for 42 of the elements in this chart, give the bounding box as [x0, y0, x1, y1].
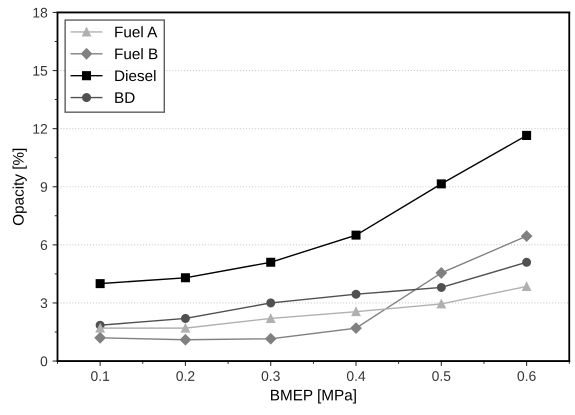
point — [180, 324, 190, 333]
point — [522, 282, 532, 292]
point — [266, 298, 276, 308]
point — [180, 273, 190, 282]
point — [265, 333, 276, 344]
y-tick-label: 18 — [33, 8, 48, 18]
point — [436, 299, 446, 308]
point — [521, 230, 532, 242]
y-tick-label: 3 — [40, 298, 48, 308]
y-tick-label: 0 — [40, 356, 48, 366]
legend-label: Diesel — [115, 70, 156, 82]
x-tick-label: 0.6 — [517, 371, 536, 381]
point — [96, 324, 105, 333]
legend-label: Fuel B — [115, 48, 158, 60]
x-tick-label: 0.5 — [432, 371, 450, 381]
point — [436, 267, 447, 279]
point — [352, 230, 361, 240]
point — [266, 314, 276, 323]
x-tick-label: 0.1 — [91, 371, 110, 381]
point — [522, 130, 532, 140]
point — [352, 307, 361, 316]
x-tick-label: 0.3 — [262, 371, 280, 381]
y-axis-title: Opacity [%] — [12, 148, 27, 226]
point — [436, 179, 446, 188]
point — [352, 290, 361, 299]
point — [94, 332, 106, 344]
y-tick-label: 12 — [33, 124, 48, 134]
y-tick-label: 9 — [40, 182, 48, 192]
x-tick-label: 0.2 — [176, 371, 194, 381]
y-tick-label: 15 — [33, 66, 48, 76]
point — [266, 258, 276, 267]
point — [522, 258, 532, 267]
point — [180, 334, 192, 346]
point — [436, 282, 446, 292]
point — [350, 322, 362, 334]
x-tick-label: 0.4 — [346, 371, 366, 381]
legend-label: BD — [115, 92, 135, 103]
y-tick-label: 6 — [40, 240, 48, 250]
point — [96, 279, 105, 288]
point — [180, 314, 190, 323]
legend-label: Fuel A — [115, 26, 158, 38]
x-axis-title: BMEP [MPa] — [271, 389, 356, 404]
